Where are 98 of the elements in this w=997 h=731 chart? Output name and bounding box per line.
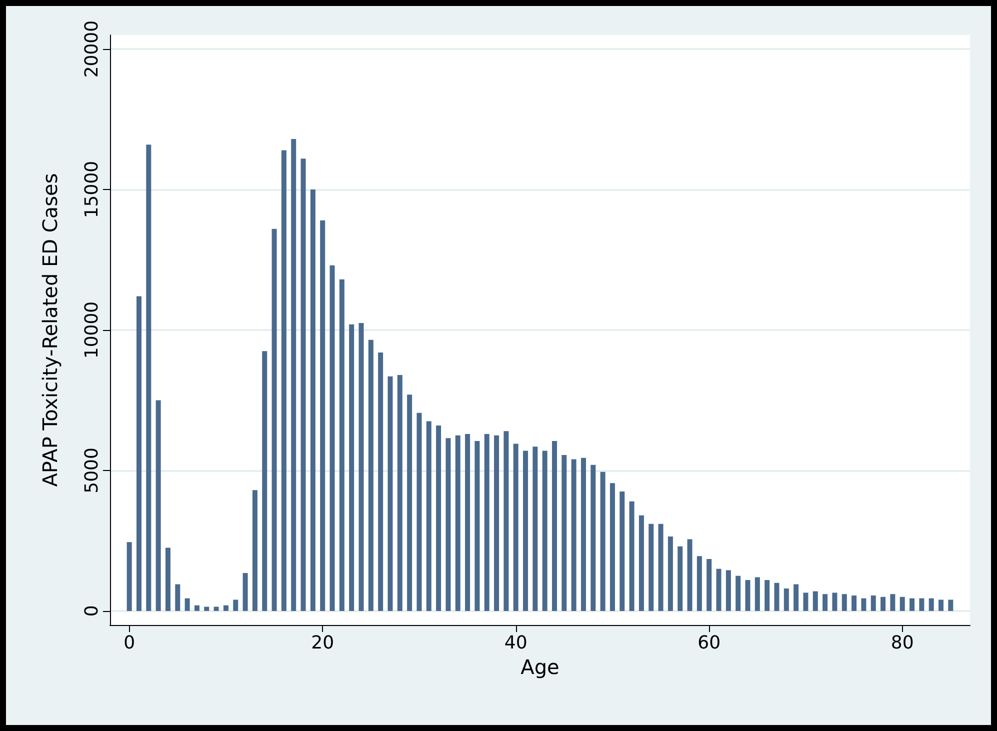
bar [165, 548, 170, 611]
y-tick-label: 20000 [82, 20, 102, 78]
bar [272, 228, 277, 611]
bar [600, 472, 606, 611]
y-tick-label: 0 [82, 605, 102, 617]
bar [571, 459, 576, 611]
bar [465, 434, 470, 611]
bar [919, 598, 924, 611]
bar [494, 435, 500, 611]
bar [745, 580, 750, 611]
x-tick-label: 20 [311, 632, 334, 654]
bar [146, 144, 152, 611]
bar [696, 556, 702, 611]
bar [880, 596, 886, 611]
bar [938, 600, 944, 611]
bar [580, 458, 586, 611]
bar [532, 446, 538, 611]
bar [330, 265, 335, 611]
x-tick-label: 60 [698, 632, 721, 654]
bar [310, 190, 316, 611]
bar [252, 490, 258, 611]
bar [523, 450, 528, 611]
bar [784, 588, 789, 611]
bar [262, 351, 268, 611]
bar [803, 592, 808, 611]
bar [552, 440, 557, 611]
bar [484, 434, 490, 611]
bar [504, 431, 509, 611]
bar [794, 584, 799, 611]
bar [407, 394, 412, 611]
bar [156, 400, 161, 611]
bar [629, 501, 634, 611]
bar [668, 536, 673, 611]
bar [368, 340, 374, 611]
bar [638, 515, 644, 611]
bar [678, 546, 683, 611]
bar [852, 596, 857, 611]
bar [291, 138, 296, 611]
x-tick-label: 0 [124, 632, 136, 654]
bar [890, 594, 896, 611]
bar [455, 435, 460, 611]
bar [474, 440, 480, 611]
bar [687, 539, 692, 611]
bar [774, 582, 780, 611]
bar [358, 322, 364, 611]
bar [136, 296, 142, 611]
bar [281, 150, 286, 611]
bar [736, 576, 741, 611]
bar [822, 594, 828, 611]
x-axis-title: Age [520, 655, 560, 679]
bar [948, 600, 954, 611]
y-tick-label: 10000 [82, 301, 102, 359]
bar [416, 412, 422, 611]
bar [610, 483, 615, 611]
y-tick-label: 15000 [82, 160, 102, 218]
bar [204, 606, 210, 611]
x-tick-label: 80 [890, 632, 914, 654]
bar [861, 598, 866, 611]
bar [726, 570, 731, 611]
bar [590, 464, 596, 611]
bar [397, 374, 402, 611]
bar [446, 438, 451, 611]
bar [242, 573, 248, 611]
bar [542, 450, 548, 611]
bar [214, 606, 219, 611]
bar [764, 580, 770, 611]
y-tick-label: 5000 [82, 448, 102, 494]
x-tick-label: 40 [504, 632, 528, 654]
bar [339, 279, 344, 611]
bar [658, 524, 664, 611]
bar [648, 524, 654, 611]
bar [175, 584, 180, 611]
bar [388, 376, 393, 611]
bar [928, 598, 934, 611]
bar [900, 596, 905, 611]
bar [320, 220, 326, 611]
bar [620, 492, 625, 611]
bar [194, 605, 200, 611]
y-axis-title: APAP Toxicity-Related ED Cases [38, 173, 62, 487]
bar [426, 421, 432, 611]
bar [223, 605, 228, 611]
bar [513, 444, 518, 611]
bar [706, 558, 712, 611]
bar [233, 600, 238, 611]
bar [349, 324, 354, 611]
bar [754, 577, 760, 611]
bar [126, 542, 132, 611]
bar [562, 455, 567, 611]
bar [436, 426, 442, 611]
bar [842, 594, 847, 611]
bar [832, 592, 838, 611]
bar [184, 598, 190, 611]
bar [716, 568, 722, 611]
bar [300, 158, 306, 611]
bar [870, 596, 876, 611]
bar [378, 352, 384, 611]
bar [812, 591, 818, 611]
bar [910, 598, 915, 611]
